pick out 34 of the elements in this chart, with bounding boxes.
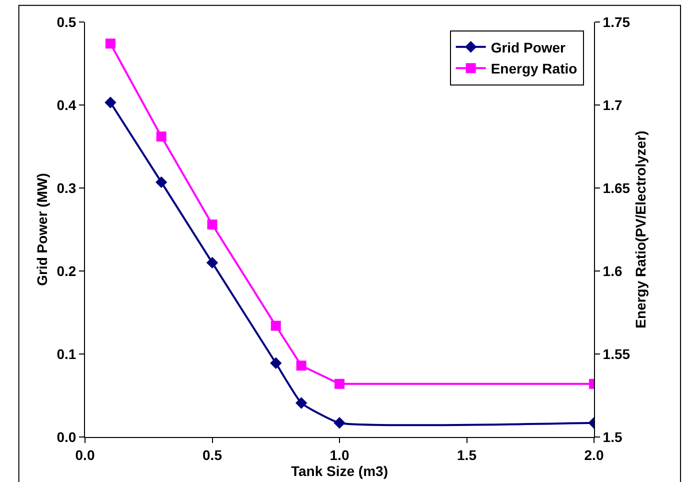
- y-axis-title: Grid Power (MW): [34, 173, 50, 286]
- point: [270, 357, 282, 369]
- y2-axis-title: Energy Ratio(PV/Electrolyzer): [632, 130, 648, 328]
- x-axis-title: Tank Size (m3): [291, 462, 388, 479]
- point: [104, 96, 116, 108]
- point: [270, 320, 281, 331]
- point: [206, 256, 218, 269]
- y2-tick-label: 1.75: [602, 14, 630, 30]
- legend-label: Grid Power: [490, 39, 566, 56]
- y2-tick-label: 1.55: [602, 346, 630, 362]
- point: [334, 378, 344, 389]
- point: [207, 220, 218, 230]
- y-tick-label: 0.0: [56, 428, 76, 445]
- x-tick-label: 2.0: [584, 446, 604, 463]
- point: [334, 417, 346, 429]
- x-tick-label: 0.5: [202, 446, 222, 463]
- point: [156, 176, 168, 188]
- y2-tick-label: 1.5: [602, 428, 622, 445]
- y-tick-label: 0.2: [56, 262, 76, 279]
- y-tick-label: 0.5: [56, 14, 76, 30]
- x-tick-label: 1.5: [457, 446, 477, 463]
- point: [105, 38, 116, 49]
- point: [156, 132, 166, 142]
- y-tick-label: 0.3: [56, 180, 76, 196]
- x-tick-label: 1.0: [330, 446, 350, 463]
- y-tick-label: 0.4: [56, 96, 76, 113]
- x-tick-label: 0.0: [75, 446, 95, 463]
- y2-tick-label: 1.65: [602, 180, 630, 196]
- y2-tick-label: 1.6: [602, 262, 622, 279]
- point: [295, 397, 308, 409]
- y2-tick-label: 1.7: [602, 96, 622, 113]
- point: [296, 360, 306, 371]
- legend-label: Energy Ratio: [490, 60, 578, 77]
- y-tick-label: 0.1: [56, 346, 76, 362]
